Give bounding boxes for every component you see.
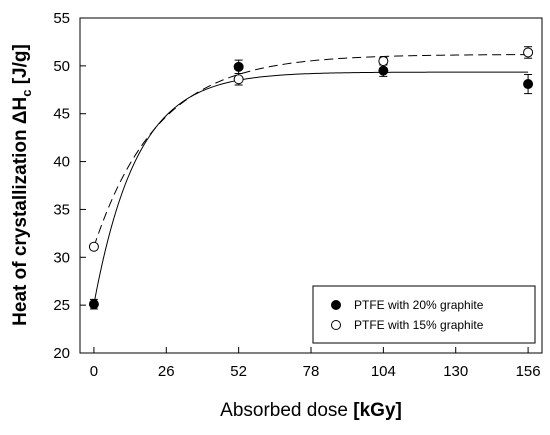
legend-box — [312, 285, 536, 344]
y-axis-unit: [J/g] — [10, 44, 31, 84]
x-axis-title: Absorbed dose [kGy] — [220, 400, 402, 421]
y-axis-title: Heat of crystallization ΔHc [J/g] — [10, 44, 34, 326]
fit-curve-series-2 — [93, 54, 529, 247]
x-tick-label: 26 — [158, 363, 175, 380]
y-tick-label: 55 — [53, 10, 70, 27]
data-points — [88, 46, 534, 310]
x-tick-label: 130 — [443, 363, 468, 380]
data-point-series-1 — [523, 79, 534, 90]
fit-curve-series-1 — [93, 71, 529, 305]
data-point-series-2 — [378, 56, 389, 67]
y-tick-label: 50 — [53, 58, 70, 75]
axis-ticks: 0 26 52 78 104 130 156 20 25 30 35 40 45 50 55 — [53, 10, 540, 380]
y-tick-label: 35 — [53, 201, 70, 218]
x-tick-label: 0 — [90, 363, 98, 380]
data-point-series-1 — [233, 61, 244, 72]
y-axis-subscript: c — [19, 90, 34, 97]
x-tick-label: 104 — [371, 363, 396, 380]
legend: PTFE with 20% graphite PTFE with 15% gra… — [312, 285, 536, 344]
y-axis-label: Heat of crystallization ΔH — [10, 97, 31, 326]
x-axis-label: Absorbed dose — [220, 400, 348, 421]
x-axis-unit: [kGy] — [353, 400, 402, 421]
data-point-series-2 — [523, 47, 534, 58]
y-tick-label: 20 — [53, 345, 70, 362]
legend-label-series-1: PTFE with 20% graphite — [354, 298, 484, 312]
y-tick-label: 25 — [53, 297, 70, 314]
legend-marker-filled — [331, 300, 341, 310]
x-tick-label: 52 — [230, 363, 247, 380]
y-tick-label: 40 — [53, 154, 70, 171]
fit-curves — [93, 54, 529, 305]
data-point-series-2 — [88, 241, 99, 252]
y-tick-label: 45 — [53, 106, 70, 123]
data-point-series-1 — [88, 299, 99, 310]
legend-marker-open — [331, 320, 341, 330]
data-point-series-2 — [233, 74, 244, 85]
data-point-series-1 — [378, 65, 389, 76]
x-tick-label: 156 — [516, 363, 541, 380]
legend-label-series-2: PTFE with 15% graphite — [354, 318, 484, 332]
y-tick-label: 30 — [53, 249, 70, 266]
x-tick-label: 78 — [303, 363, 320, 380]
